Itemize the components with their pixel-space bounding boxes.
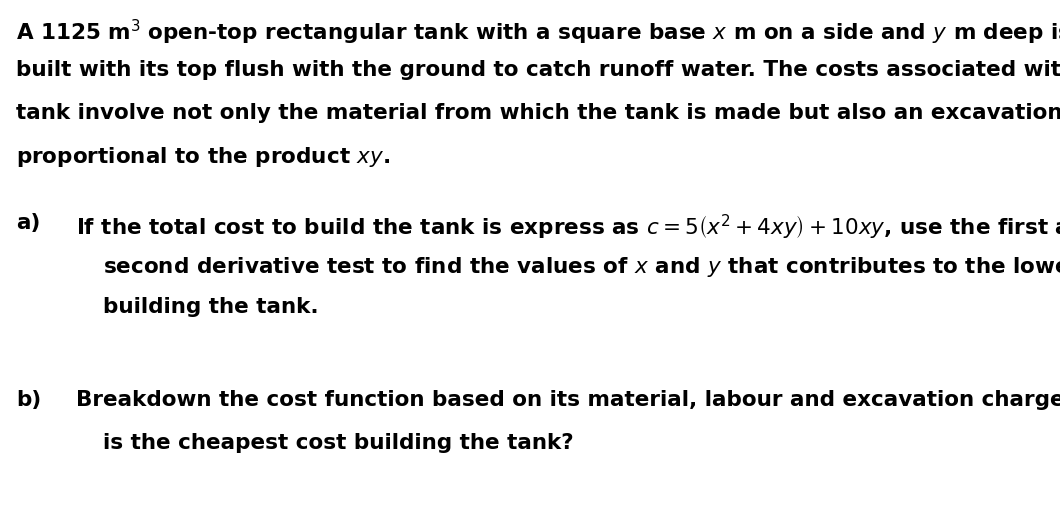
- Text: proportional to the product $xy$.: proportional to the product $xy$.: [16, 145, 390, 169]
- Text: If the total cost to build the tank is express as $c = 5\left(x^2+4xy\right)+10x: If the total cost to build the tank is e…: [76, 213, 1060, 242]
- Text: built with its top flush with the ground to catch runoff water. The costs associ: built with its top flush with the ground…: [16, 60, 1060, 80]
- Text: b): b): [16, 391, 41, 410]
- Text: a): a): [16, 213, 40, 233]
- Text: Breakdown the cost function based on its material, labour and excavation charge.: Breakdown the cost function based on its…: [76, 391, 1060, 410]
- Text: building the tank.: building the tank.: [103, 297, 318, 317]
- Text: is the cheapest cost building the tank?: is the cheapest cost building the tank?: [103, 433, 573, 453]
- Text: second derivative test to find the values of $x$ and $y$ that contributes to the: second derivative test to find the value…: [103, 255, 1060, 279]
- Text: A 1125 m$^3$ open-top rectangular tank with a square base $x$ m on a side and $y: A 1125 m$^3$ open-top rectangular tank w…: [16, 18, 1060, 47]
- Text: tank involve not only the material from which the tank is made but also an excav: tank involve not only the material from …: [16, 103, 1060, 123]
